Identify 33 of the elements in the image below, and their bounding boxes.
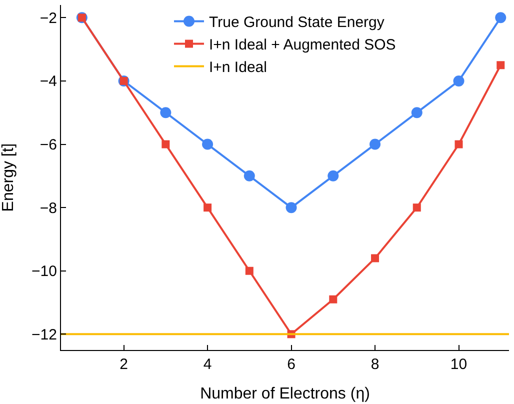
- x-axis-title: Number of Electrons (η): [200, 386, 370, 403]
- point: [160, 107, 172, 118]
- y-axis-title: Energy [t]: [0, 143, 17, 212]
- legend-label: I+n Ideal + Augmented SOS: [209, 36, 396, 54]
- point: [204, 204, 212, 212]
- y-tick-label: −12: [32, 326, 57, 344]
- y-tick-label: −8: [40, 200, 57, 217]
- point: [370, 138, 381, 150]
- point: [454, 140, 463, 148]
- point: [286, 202, 297, 214]
- y-tick-label: −10: [32, 263, 57, 280]
- x-tick-label: 4: [203, 356, 212, 373]
- point: [329, 295, 338, 304]
- point: [328, 170, 339, 182]
- y-tick-label: −4: [40, 73, 57, 90]
- point: [162, 140, 170, 148]
- legend-label: True Ground State Energy: [209, 14, 385, 32]
- point: [244, 170, 255, 182]
- x-tick-label: 8: [370, 356, 380, 373]
- x-tick-label: 6: [287, 356, 296, 373]
- point: [202, 138, 214, 150]
- y-tick-label: −6: [40, 136, 57, 154]
- point: [245, 266, 254, 275]
- point: [371, 254, 380, 262]
- legend-label: I+n Ideal: [209, 59, 267, 76]
- point: [495, 12, 506, 24]
- x-tick-label: 2: [120, 356, 128, 373]
- y-tick-label: −2: [40, 10, 57, 27]
- point: [496, 61, 505, 70]
- point: [411, 107, 422, 118]
- point: [453, 75, 464, 86]
- point: [412, 204, 421, 212]
- x-tick-label: 10: [450, 356, 468, 373]
